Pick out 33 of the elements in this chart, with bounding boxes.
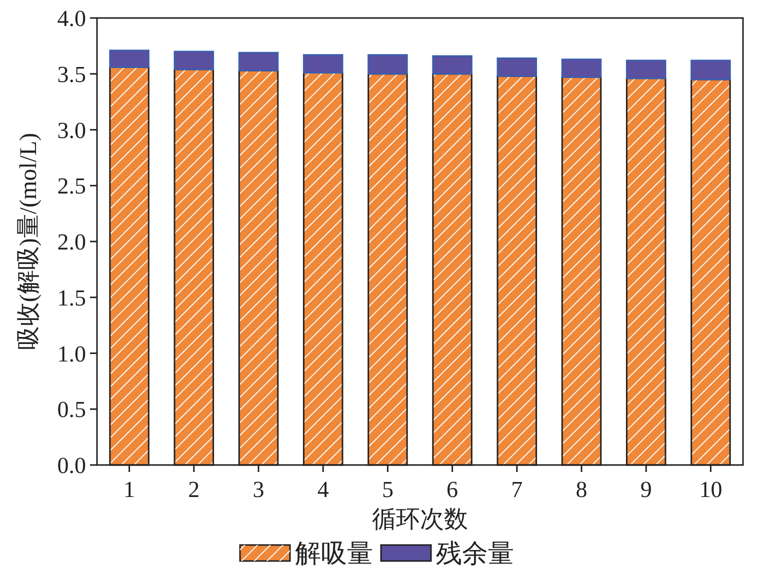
y-axis-title: 吸收(解吸)量/(mol/L) [16,132,42,350]
y-tick-label: 0.5 [57,397,86,422]
x-tick-label: 9 [640,477,652,502]
bar [109,50,150,68]
y-tick-label: 0.0 [57,453,86,478]
y-tick-label: 2.0 [57,230,86,254]
x-axis-title: 循环次数 [372,507,468,533]
x-tick-label: 8 [576,477,588,502]
bar [302,54,344,74]
bar [690,60,731,80]
legend-label: 解吸量 [295,539,373,568]
x-tick-label: 5 [382,477,394,502]
y-tick-label: 3.0 [57,118,86,143]
bar [496,57,538,77]
x-tick-label: 6 [446,477,458,502]
x-tick-label: 10 [699,477,722,502]
bar [561,58,602,78]
x-tick-label: 2 [188,477,200,502]
x-tick-label: 1 [124,477,136,502]
bar [432,55,472,75]
y-tick-label: 1.0 [57,341,86,366]
legend-label: 残余量 [436,539,514,568]
bar [368,54,408,75]
x-tick-label: 3 [252,477,264,502]
bar [174,50,214,70]
y-tick-label: 1.5 [57,285,86,310]
bar [238,52,279,72]
bar [626,60,666,80]
y-tick-label: 3.5 [57,62,86,87]
y-tick-label: 2.5 [57,174,86,199]
x-tick-label: 7 [511,477,523,502]
y-tick-label: 4.0 [57,6,86,31]
x-tick-label: 4 [317,477,330,502]
